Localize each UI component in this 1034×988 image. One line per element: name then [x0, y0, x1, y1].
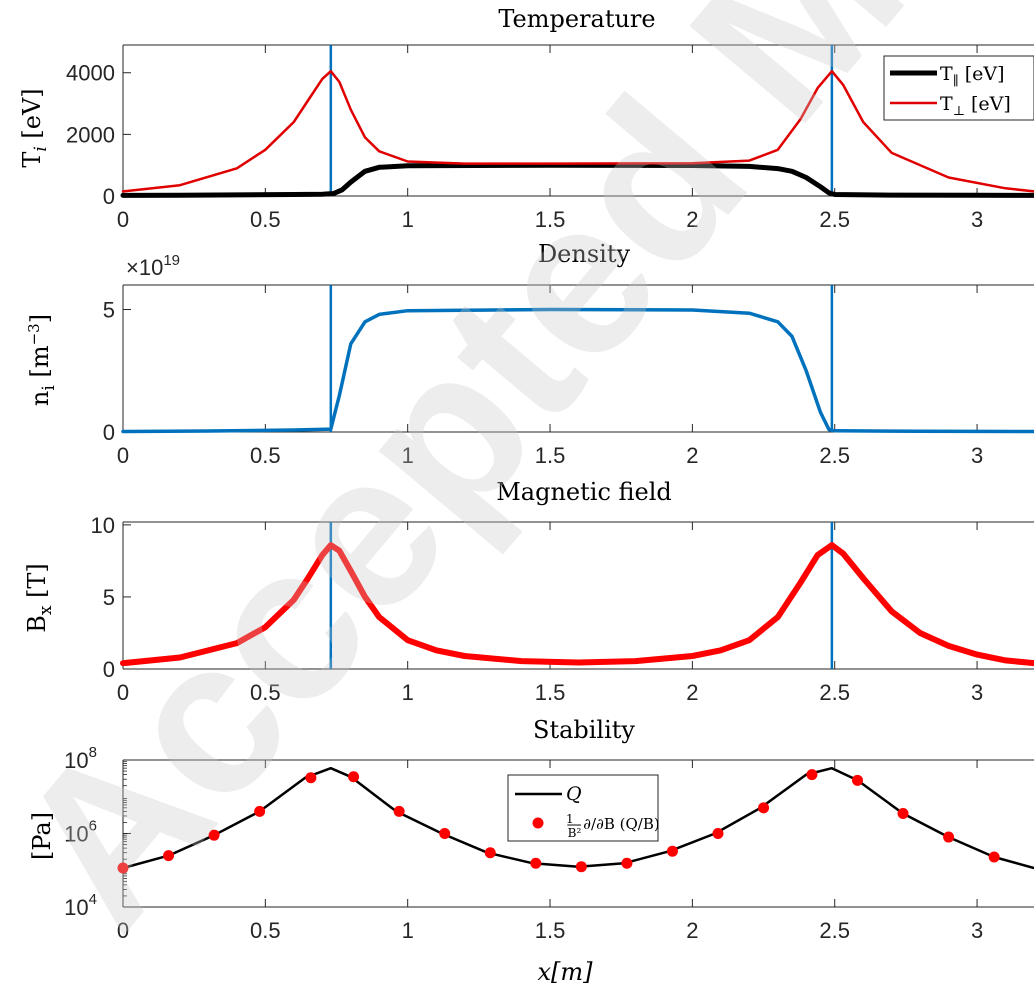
series-line-t-ev-: [120, 162, 1034, 198]
x-tick-label: 3: [971, 207, 983, 232]
y-tick-label: 0: [103, 184, 115, 209]
derivative-point: [943, 831, 955, 843]
x-tick-label: 0: [117, 918, 129, 943]
plot-area-0: 0 0.5 1 1.5 2 2.5 3 0 2000 4000: [66, 44, 1034, 232]
derivative-point: [348, 771, 360, 783]
legend-tpar-label: T∥ [eV]: [940, 63, 1005, 89]
density-panel: 0 0.5 1 1.5 2 2.5 3 0 5 Density ×1019 ni [m−3]: [25, 240, 1034, 468]
y-tick-label: 104: [64, 891, 97, 920]
derivative-point: [897, 808, 909, 820]
x-tick-label: 2: [686, 918, 698, 943]
magnetic-field-ylabel: Bx [T]: [23, 563, 56, 633]
temperature-ylabel: Ti [eV]: [18, 88, 51, 167]
x-tick-label: 0.5: [250, 680, 281, 705]
x-tick-label: 0: [117, 443, 129, 468]
x-tick-label: 2.5: [819, 207, 850, 232]
y-tick-label: 10: [91, 513, 115, 538]
derivative-point: [851, 774, 863, 786]
x-tick-label: 2.5: [819, 680, 850, 705]
stability-ylabel: [Pa]: [28, 812, 56, 860]
x-tick-label: 0: [117, 207, 129, 232]
derivative-point: [712, 828, 724, 839]
y-tick-label: 0: [103, 420, 115, 445]
stability-legend: Q 1—B² ∂/∂B (Q/B): [507, 774, 660, 842]
x-tick-label: 3: [971, 443, 983, 468]
derivative-point: [439, 828, 451, 839]
x-tick-label: 0.5: [250, 918, 281, 943]
stability-panel: 0 0.5 1 1.5 2 2.5 3 104 106 108 Stability [Pa] x[…: [28, 716, 1034, 986]
x-tick-label: 1: [402, 207, 414, 232]
stability-legend-box: [507, 774, 659, 842]
y-tick-label: 2000: [66, 122, 115, 147]
x-tick-label: 2.5: [819, 443, 850, 468]
derivative-point: [758, 802, 770, 814]
plot-area-1: 0 0.5 1 1.5 2 2.5 3 0 5: [103, 284, 1034, 468]
derivative-point: [254, 805, 266, 817]
derivative-point: [988, 851, 1000, 863]
x-tick-label: 2: [686, 207, 698, 232]
y-tick-label: 108: [64, 744, 97, 773]
derivative-point: [305, 772, 317, 784]
y-tick-label: 5: [103, 298, 115, 323]
x-tick-label: 3: [971, 918, 983, 943]
legend-dq-label: 1—B² ∂/∂B (Q/B): [566, 812, 660, 840]
derivative-point: [666, 845, 678, 857]
derivative-point: [484, 847, 496, 859]
x-tick-label: 1.5: [535, 443, 566, 468]
x-tick-label: 0.5: [250, 443, 281, 468]
x-tick-label: 1: [402, 680, 414, 705]
density-title: Density: [538, 240, 631, 268]
temperature-panel: 0 0.5 1 1.5 2 2.5 3 0 2000 4000 Temperature Ti [e…: [18, 5, 1034, 232]
magnetic-field-title: Magnetic field: [496, 478, 672, 506]
x-tick-label: 3: [971, 680, 983, 705]
stability-title: Stability: [533, 716, 635, 744]
y-tick-label: 0: [103, 657, 115, 682]
x-tick-label: 2.5: [819, 918, 850, 943]
magnetic-field-panel: 0 0.5 1 1.5 2 2.5 3 0 5 10 Magnetic field Bx [T]: [23, 478, 1034, 705]
legend-dq-swatch: [532, 817, 544, 829]
derivative-point: [575, 861, 587, 873]
y-tick-label: 5: [103, 585, 115, 610]
series-line-main: [120, 542, 1034, 667]
x-tick-label: 0.5: [250, 207, 281, 232]
x-tick-label: 1.5: [535, 207, 566, 232]
derivative-point: [163, 850, 175, 862]
stability-xlabel: x[m]: [537, 958, 593, 986]
y-tick-label: 106: [64, 818, 97, 847]
legend-tperp-label: T⊥ [eV]: [940, 93, 1011, 119]
x-tick-label: 2: [686, 680, 698, 705]
x-tick-label: 0: [117, 680, 129, 705]
derivative-point: [117, 862, 129, 874]
series-line-main: [121, 307, 1034, 434]
x-tick-label: 1.5: [535, 918, 566, 943]
temperature-legend: T∥ [eV] T⊥ [eV]: [883, 55, 1034, 121]
density-ylabel: ni [m−3]: [25, 314, 59, 406]
y-tick-label: 4000: [66, 61, 115, 86]
x-tick-label: 1: [402, 918, 414, 943]
x-tick-label: 2: [686, 443, 698, 468]
x-tick-label: 1: [402, 443, 414, 468]
plot-area-3: 0 0.5 1 1.5 2 2.5 3 104 106 108: [64, 744, 1034, 943]
derivative-point: [393, 805, 405, 817]
temperature-title: Temperature: [498, 5, 655, 33]
legend-q-label: Q: [566, 783, 582, 805]
temperature-legend-box: [883, 55, 1034, 121]
derivative-point: [621, 857, 633, 869]
density-exponent-label: ×1019: [126, 252, 180, 280]
derivative-point: [208, 829, 220, 841]
derivative-point: [806, 769, 818, 781]
derivative-point: [530, 857, 542, 869]
plot-area-2: 0 0.5 1 1.5 2 2.5 3 0 5 10: [91, 513, 1034, 705]
x-tick-label: 1.5: [535, 680, 566, 705]
series-line-t-ev-: [121, 69, 1034, 193]
